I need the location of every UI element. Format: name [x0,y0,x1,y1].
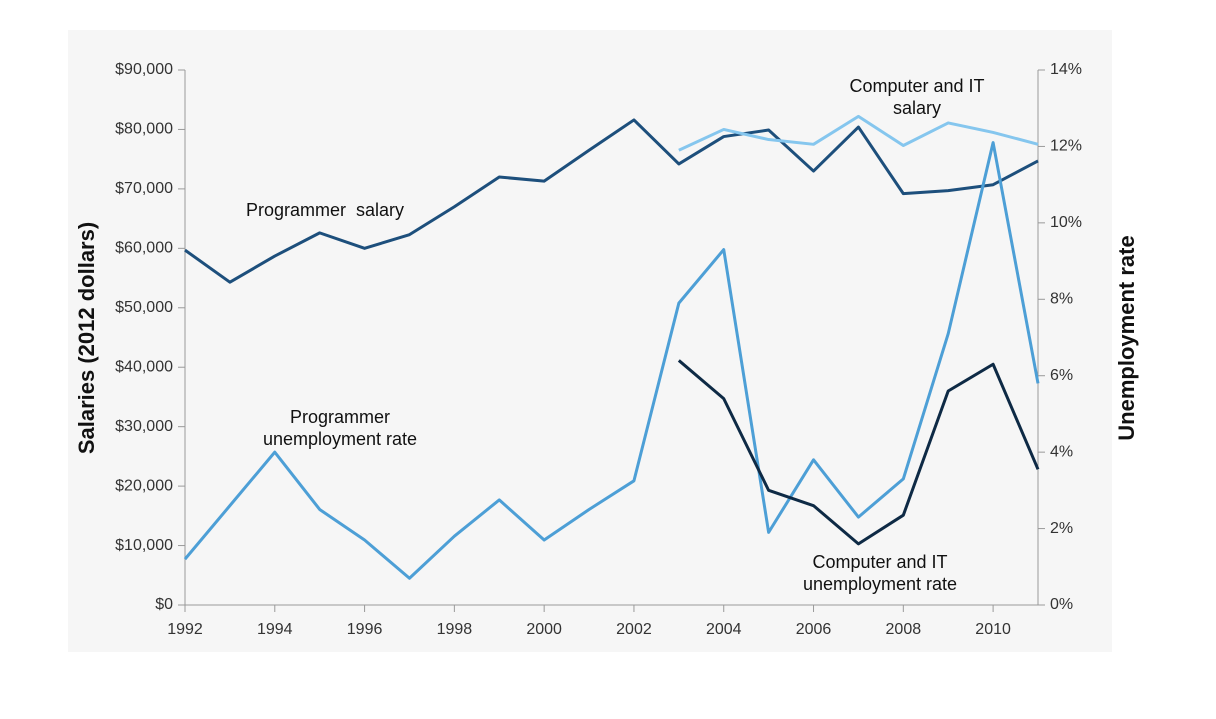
x-tick-label: 1994 [257,621,293,638]
series-line [678,114,1039,152]
series-label: Programmer unemployment rate [262,407,418,449]
y2-tick-label: 10% [1050,214,1082,231]
y-tick-label: $0 [155,596,173,613]
x-tick-label: 1996 [347,621,383,638]
x-tick-label: 1998 [437,621,473,638]
x-tick-label: 2006 [796,621,832,638]
y2-tick-label: 0% [1050,596,1073,613]
x-tick-label: 2004 [706,621,742,638]
y-tick-label: $20,000 [115,477,173,494]
y-tick-label: $40,000 [115,358,173,375]
y2-tick-label: 2% [1050,520,1073,537]
y-tick-label: $50,000 [115,299,173,316]
x-tick-label: 2008 [886,621,922,638]
y2-tick-label: 8% [1050,291,1073,308]
y-tick-label: $90,000 [115,61,173,78]
x-tick-label: 1992 [167,621,203,638]
y2-tick-label: 14% [1050,61,1082,78]
series-line [677,359,1040,546]
y2-axis-title: Unemployment rate [1114,235,1139,440]
series-line [184,118,1039,284]
y2-tick-label: 6% [1050,367,1073,384]
y-axis-title: Salaries (2012 dollars) [74,222,99,454]
y-tick-label: $10,000 [115,537,173,554]
y-tick-label: $70,000 [115,180,173,197]
x-tick-label: 2010 [975,621,1011,638]
x-tick-label: 2002 [616,621,652,638]
y2-tick-label: 4% [1050,443,1073,460]
y2-tick-label: 12% [1050,138,1082,155]
chart-background [68,30,1112,652]
series-label: Computer and IT salary [849,76,990,118]
y-tick-label: $80,000 [115,121,173,138]
y-tick-label: $60,000 [115,240,173,257]
y-tick-label: $30,000 [115,418,173,435]
series-label: Computer and IT unemployment rate [802,552,958,594]
series-label: Programmer salary [245,200,405,220]
series-line [183,141,1040,580]
x-tick-label: 2000 [526,621,562,638]
